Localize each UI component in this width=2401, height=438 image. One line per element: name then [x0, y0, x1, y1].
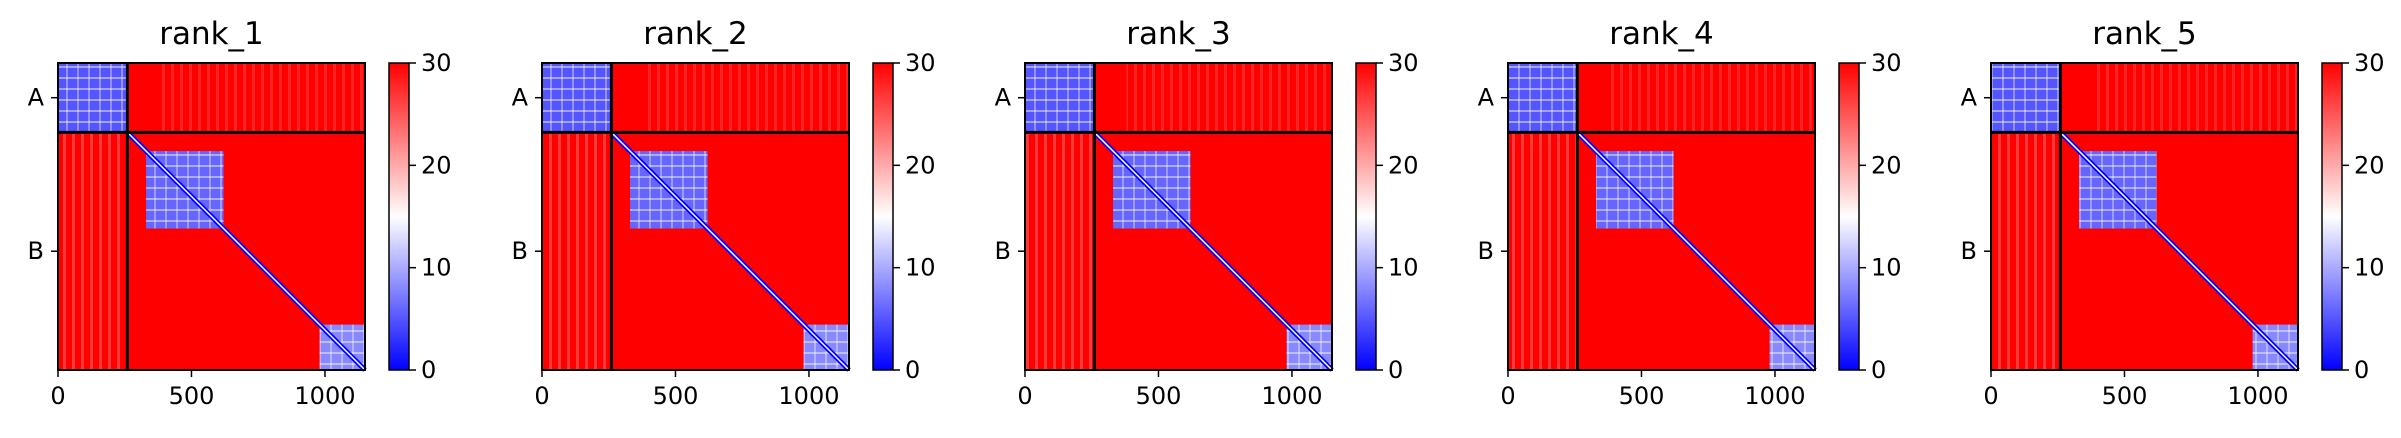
colorbar: [389, 63, 409, 370]
colorbar-tick-label: 0: [421, 356, 436, 384]
heatmap-texture: [1991, 132, 2061, 370]
heatmap-texture: [159, 63, 365, 133]
panel-title: rank_4: [1609, 16, 1714, 52]
heatmap-texture: [1126, 63, 1332, 133]
xtick-label: 1000: [1744, 382, 1805, 410]
panel-rank_4: rank_4 A B 0 500 1000 0 10 20 30: [1478, 16, 1902, 410]
panel-title: rank_5: [2092, 16, 2197, 52]
heatmap-texture: [1508, 132, 1578, 370]
ytick-label: A: [1961, 84, 1978, 112]
colorbar-frame: [2321, 62, 2343, 371]
colorbar: [873, 63, 893, 370]
xtick-label: 1000: [778, 382, 839, 410]
heatmap-diagonal-edge: [1093, 131, 1333, 371]
colorbar-tick-label: 0: [1871, 356, 1886, 384]
colorbar-tick-label: 20: [421, 151, 452, 179]
colorbar-tick-label: 20: [905, 151, 936, 179]
heatmap-block-texture: [542, 63, 612, 133]
panel-title: rank_1: [159, 16, 264, 52]
panel-title: rank_2: [643, 16, 748, 52]
colorbar-tick-label: 30: [421, 49, 452, 77]
heatmap-block-texture: [1991, 63, 2061, 133]
ytick-label: B: [1961, 237, 1977, 265]
heatmap-texture: [643, 63, 849, 133]
xtick-label: 1000: [294, 382, 355, 410]
panel-rank_1: rank_1 A B 0 500 1000 0 10 20 30: [28, 16, 452, 410]
colorbar-tick-label: 0: [905, 356, 920, 384]
ytick-label: B: [995, 237, 1011, 265]
xtick-label: 500: [1136, 382, 1182, 410]
colorbar-frame: [388, 62, 410, 371]
xtick-label: 0: [1983, 382, 1998, 410]
xtick-label: 0: [50, 382, 65, 410]
ytick-label: A: [1478, 84, 1495, 112]
panel-title: rank_3: [1126, 16, 1231, 52]
heatmap-block-texture: [1025, 63, 1095, 133]
panel-rank_2: rank_2 A B 0 500 1000 0 10 20 30: [512, 16, 936, 410]
colorbar: [1356, 63, 1376, 370]
colorbar-tick-label: 20: [1388, 151, 1419, 179]
heatmap-block-texture: [58, 63, 128, 133]
xtick-label: 500: [653, 382, 699, 410]
colorbar-frame: [1355, 62, 1377, 371]
heatmap-texture: [1025, 132, 1095, 370]
xtick-label: 1000: [2227, 382, 2288, 410]
heatmap-diagonal-edge: [126, 131, 366, 371]
xtick-label: 1000: [1261, 382, 1322, 410]
colorbar-tick-label: 20: [2354, 151, 2385, 179]
xtick-label: 0: [534, 382, 549, 410]
xtick-label: 500: [169, 382, 215, 410]
ytick-label: B: [28, 237, 44, 265]
xtick-label: 500: [1619, 382, 1665, 410]
colorbar-tick-label: 30: [1871, 49, 1902, 77]
heatmap-frame: [1507, 62, 1816, 371]
ytick-label: B: [512, 237, 528, 265]
colorbar-tick-label: 0: [2354, 356, 2369, 384]
heatmap-frame: [541, 62, 850, 371]
colorbar-tick-label: 20: [1871, 151, 1902, 179]
colorbar: [2322, 63, 2342, 370]
panel-rank_3: rank_3 A B 0 500 1000 0 10 20 30: [995, 16, 1419, 410]
heatmap-diagonal-edge: [1576, 131, 1816, 371]
heatmap-frame: [1024, 62, 1333, 371]
colorbar-frame: [1838, 62, 1860, 371]
heatmap-texture: [542, 132, 612, 370]
colorbar-tick-label: 10: [905, 254, 936, 282]
colorbar-tick-label: 30: [2354, 49, 2385, 77]
heatmap-texture: [58, 132, 128, 370]
ytick-label: A: [995, 84, 1012, 112]
ytick-label: A: [512, 84, 529, 112]
colorbar-tick-label: 10: [421, 254, 452, 282]
xtick-label: 500: [2102, 382, 2148, 410]
heatmap-diagonal-edge: [2059, 131, 2299, 371]
ytick-label: B: [1478, 237, 1494, 265]
xtick-label: 0: [1017, 382, 1032, 410]
colorbar-tick-label: 10: [2354, 254, 2385, 282]
xtick-label: 0: [1500, 382, 1515, 410]
heatmap-block-texture: [1508, 63, 1578, 133]
colorbar-tick-label: 30: [1388, 49, 1419, 77]
colorbar: [1839, 63, 1859, 370]
colorbar-tick-label: 10: [1871, 254, 1902, 282]
heatmap-texture: [1609, 63, 1815, 133]
heatmap-texture: [2092, 63, 2298, 133]
colorbar-tick-label: 10: [1388, 254, 1419, 282]
colorbar-tick-label: 30: [905, 49, 936, 77]
heatmap-frame: [57, 62, 366, 371]
colorbar-frame: [872, 62, 894, 371]
ytick-label: A: [28, 84, 45, 112]
panel-rank_5: rank_5 A B 0 500 1000 0 10 20 30: [1961, 16, 2385, 410]
colorbar-tick-label: 0: [1388, 356, 1403, 384]
heatmap-frame: [1990, 62, 2299, 371]
heatmap-diagonal-edge: [610, 131, 850, 371]
